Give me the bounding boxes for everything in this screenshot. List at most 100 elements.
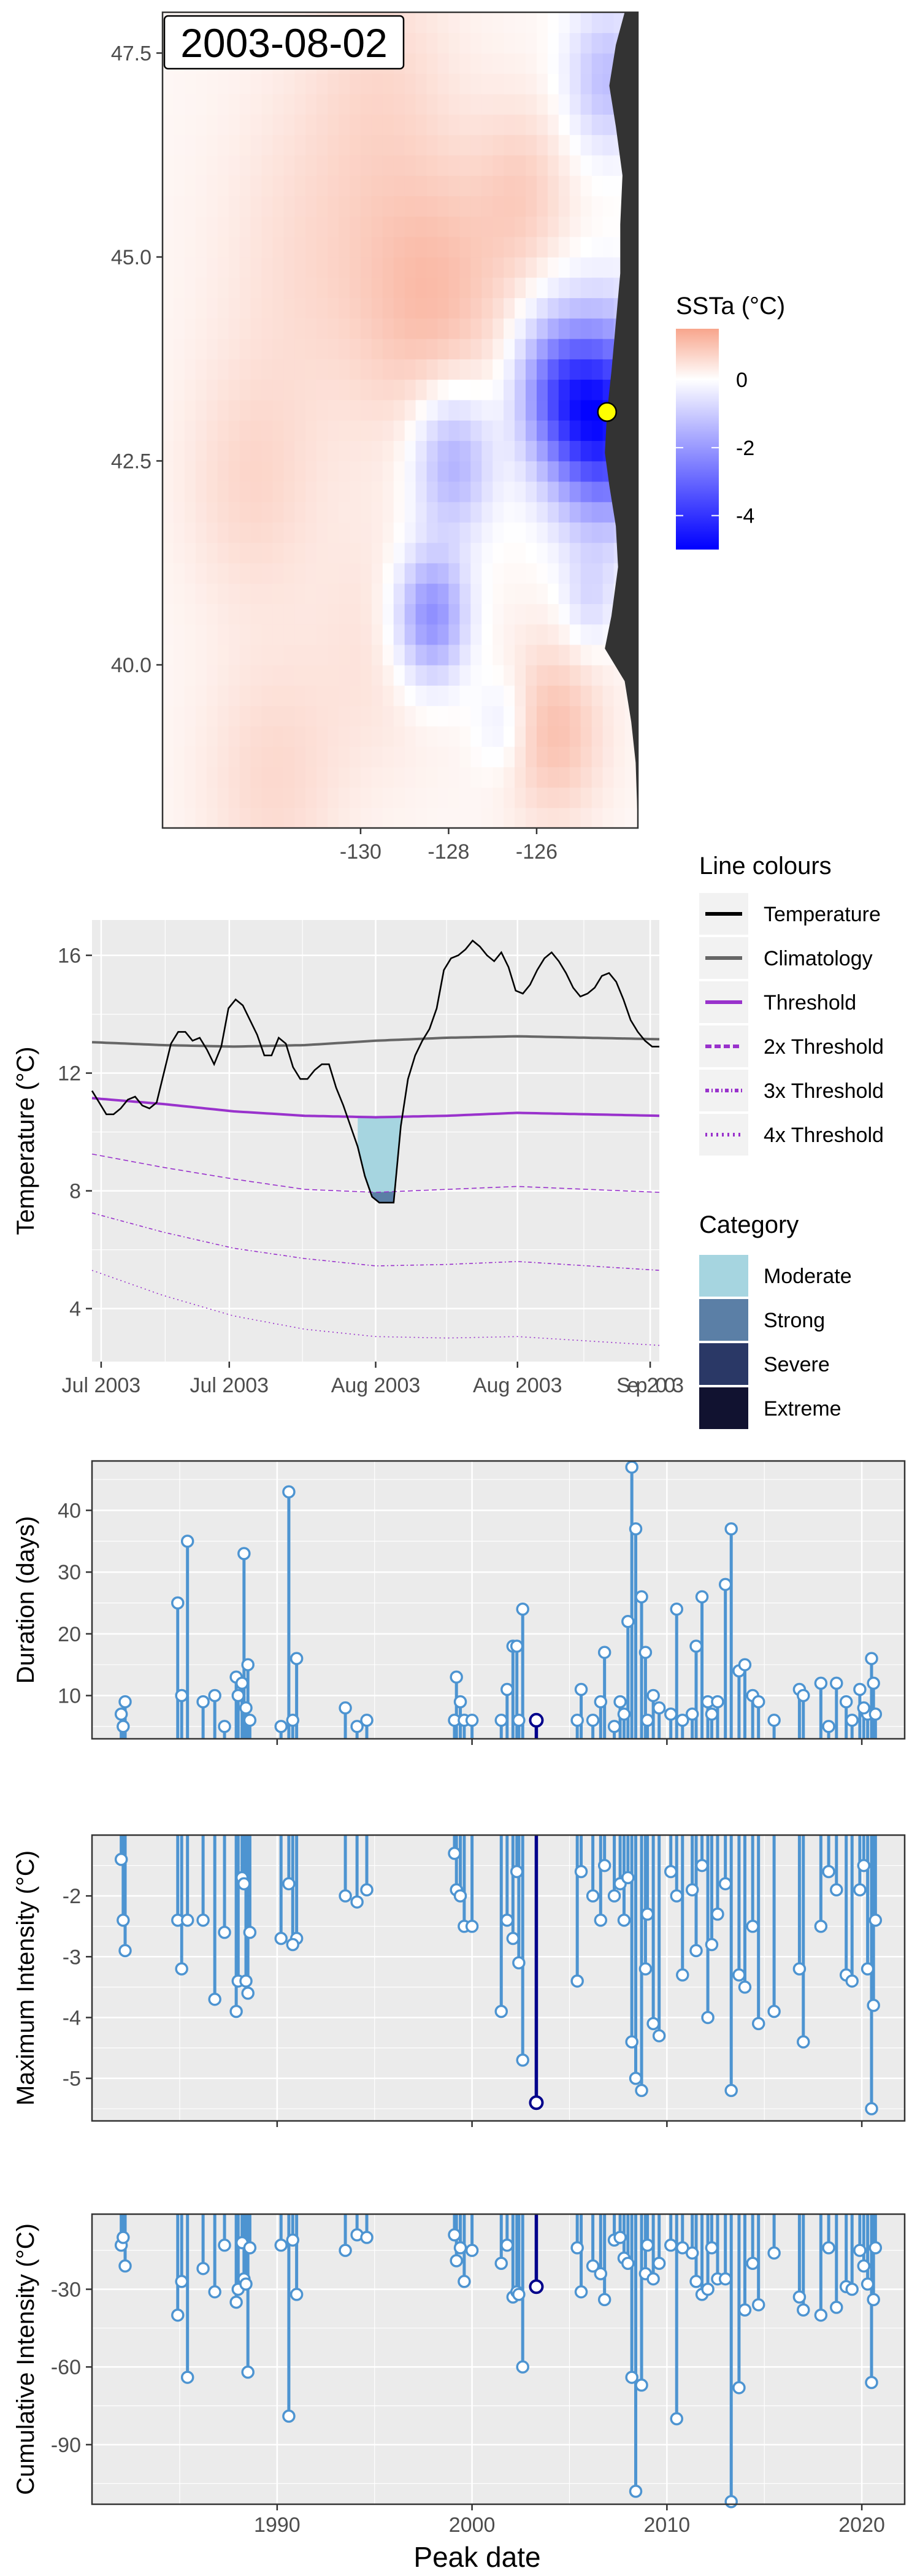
threshold-line — [91, 1097, 660, 1119]
ssta-cell — [537, 196, 548, 217]
ssta-cell — [580, 746, 592, 767]
duration-point — [235, 1676, 249, 1690]
ssta-cell — [602, 746, 615, 767]
ssta-cell — [195, 94, 207, 115]
ssta-cell — [206, 583, 218, 604]
ssta-cell — [250, 502, 262, 523]
ssta-cell — [569, 359, 581, 380]
ssta-cell — [481, 685, 493, 707]
ssta-cell — [580, 787, 592, 808]
ssta-cell — [515, 297, 526, 319]
ssta-cell — [537, 502, 548, 523]
ssta-cell — [184, 644, 196, 665]
ssta-cell — [448, 440, 460, 462]
ssta-cell — [470, 339, 482, 359]
ssta-cell — [537, 134, 548, 156]
ssta-cell — [526, 73, 537, 94]
ssta-cell — [184, 155, 196, 176]
ssta-cell — [393, 94, 405, 115]
temperature-y-tick-label: 8 — [69, 1180, 81, 1203]
ssta-cell — [382, 787, 394, 808]
ssta-cell — [526, 787, 537, 808]
duration-point — [853, 1682, 867, 1696]
ssta-cell — [217, 562, 229, 584]
max-intensity-point — [732, 1968, 746, 1982]
ssta-cell — [504, 522, 515, 543]
ssta-cell — [404, 440, 416, 462]
ssta-cell — [195, 562, 207, 584]
ssta-cell — [537, 644, 548, 665]
ssta-cell — [426, 297, 439, 319]
ssta-cell — [437, 236, 449, 258]
ssta-cell — [547, 705, 559, 727]
ssta-cell — [437, 746, 449, 767]
ssta-cell — [602, 787, 615, 808]
ssta-cell — [371, 644, 383, 665]
ssta-cell — [504, 277, 515, 299]
ssta-cell — [448, 481, 460, 502]
ssta-cell — [470, 12, 482, 33]
ssta-cell — [569, 726, 581, 747]
ssta-cell — [569, 420, 581, 441]
ssta-legend: SSTa (°C) 0-2-4 — [676, 293, 785, 550]
cumulative-intensity-point — [664, 2238, 678, 2252]
ssta-cell — [481, 216, 493, 237]
ssta-cell — [470, 94, 482, 115]
ssta-cell — [602, 542, 615, 564]
ssta-cell — [437, 420, 449, 441]
ssta-cell — [569, 114, 581, 136]
ssta-cell — [228, 787, 240, 808]
ssta-cell — [470, 53, 482, 74]
ssta-cell — [448, 502, 460, 523]
ssta-cell — [515, 787, 526, 808]
cumulative-intensity-point — [516, 2360, 529, 2374]
ssta-cell — [580, 705, 592, 727]
ssta-cell — [163, 114, 174, 136]
ssta-cell — [504, 33, 515, 54]
ssta-cell — [173, 583, 185, 604]
ssta-cell — [360, 807, 372, 828]
ssta-cell — [426, 583, 439, 604]
ssta-cell — [459, 257, 471, 278]
ssta-cell — [493, 257, 504, 278]
ssta-cell — [426, 420, 439, 441]
ssta-cell — [184, 767, 196, 788]
ssta-cell — [481, 33, 493, 54]
ssta-cell — [504, 114, 515, 136]
map-x-tick-label: -128 — [427, 840, 469, 864]
ssta-cell — [481, 644, 493, 665]
ssta-cell — [173, 297, 185, 319]
ssta-cell — [426, 94, 439, 115]
ssta-cell — [470, 399, 482, 421]
duration-point — [196, 1695, 210, 1709]
ssta-cell — [206, 94, 218, 115]
ssta-cell — [228, 522, 240, 543]
ssta-cell — [393, 767, 405, 788]
ssta-cell — [350, 624, 361, 645]
ssta-cell — [526, 705, 537, 727]
ssta-cell — [339, 685, 350, 707]
ssta-cell — [163, 665, 174, 686]
ssta-cell — [415, 73, 427, 94]
ssta-cell — [580, 461, 592, 482]
ssta-cell — [305, 502, 317, 523]
cumulative-intensity-point — [685, 2246, 699, 2260]
ssta-cell — [426, 134, 439, 156]
ssta-cell — [569, 12, 581, 33]
ssta-cell — [580, 297, 592, 319]
ssta-cell — [163, 94, 174, 115]
ssta-cell — [294, 542, 306, 564]
ssta-cell — [526, 644, 537, 665]
ssta-cell — [515, 746, 526, 767]
ssta-cell — [580, 604, 592, 625]
ssta-cell — [350, 277, 361, 299]
ssta-cell — [448, 767, 460, 788]
ssta-cell — [448, 196, 460, 217]
ssta-cell — [217, 665, 229, 686]
ssta-cell — [350, 399, 361, 421]
ssta-cell — [206, 134, 218, 156]
temperature-x-tick-label: Jul 2003 — [62, 1374, 141, 1397]
ssta-cell — [339, 807, 350, 828]
ssta-cell — [195, 624, 207, 645]
ssta-cell — [515, 420, 526, 441]
